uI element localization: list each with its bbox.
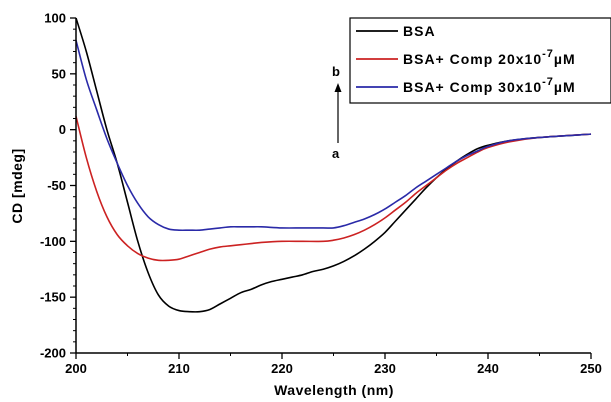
x-axis-label: Wavelength (nm) [274,382,394,398]
series-line-1 [75,17,592,313]
x-axis-ticks: 200 210 220 230 240 250 [65,353,602,376]
legend-box [349,17,611,104]
x-tick-label: 230 [374,361,396,376]
y-axis-ticks: 100 50 0 -50 -100 -150 -200 [40,11,76,361]
annotation-arrow: b a [332,64,342,161]
arrow-head [334,83,342,92]
y-tick-label: -50 [47,178,66,193]
y-tick-label: -100 [40,234,66,249]
y-tick-label: -150 [40,290,66,305]
series-layer [75,17,592,313]
y-tick-label: 50 [52,66,66,81]
y-axis-label: CD [mdeg] [9,148,25,223]
arrow-label-bottom: a [332,146,340,161]
y-tick-label: 100 [44,11,66,26]
y-tick-label: -200 [40,346,66,361]
y-tick-label: 0 [59,122,66,137]
x-tick-label: 250 [580,361,602,376]
x-tick-label: 220 [271,361,293,376]
x-tick-label: 200 [65,361,87,376]
arrow-label-top: b [332,64,340,79]
x-tick-label: 210 [168,361,190,376]
series-line-2 [75,116,592,262]
x-tick-label: 240 [477,361,499,376]
legend-label-1: BSA [403,23,436,39]
legend-label-2: BSA+ Comp 20x10-7µM [403,48,576,67]
legend: BSA BSA+ Comp 20x10-7µM BSA+ Comp 30x10-7µ… [349,17,611,104]
series-line-3 [75,40,592,232]
legend-label-3: BSA+ Comp 30x10-7µM [403,76,576,95]
legend-entries: BSA BSA+ Comp 20x10-7µM BSA+ Comp 30x10-7µ… [356,23,576,95]
